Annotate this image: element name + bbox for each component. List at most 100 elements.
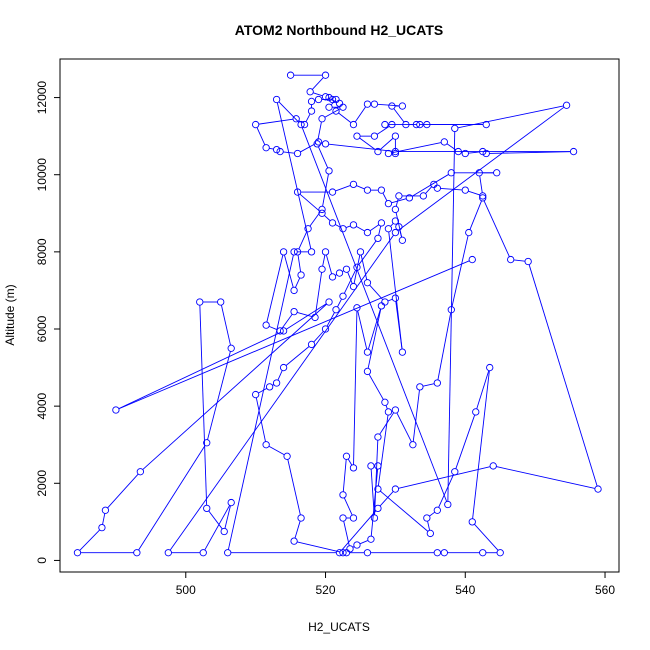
y-tick-label: 10000 <box>35 158 49 192</box>
data-point <box>332 95 340 104</box>
x-tick-label: 500 <box>176 583 196 597</box>
series-segment <box>370 469 379 537</box>
series-segment <box>107 473 139 509</box>
data-point <box>290 307 298 316</box>
data-point <box>353 263 361 271</box>
data-point <box>262 144 270 152</box>
data-point <box>391 205 400 214</box>
series-segment <box>322 254 326 267</box>
series-segment <box>474 523 499 551</box>
series-segment <box>335 224 341 228</box>
data-point <box>279 363 288 372</box>
data-point <box>384 225 393 233</box>
series-segment <box>204 505 231 551</box>
series-segment <box>207 351 231 440</box>
data-point <box>482 149 490 158</box>
data-point <box>328 273 337 281</box>
series-segment <box>437 312 452 380</box>
data-point <box>524 257 532 266</box>
series-segment <box>118 260 470 410</box>
data-point <box>321 325 330 333</box>
data-point <box>419 192 427 200</box>
series-segment <box>118 331 281 410</box>
data-point <box>339 225 347 233</box>
x-axis: 500 520 540 560 <box>176 572 615 597</box>
data-point <box>363 228 372 237</box>
series-segment <box>395 212 403 238</box>
data-point <box>332 107 340 115</box>
series-segment <box>138 445 206 551</box>
data-point <box>300 120 309 129</box>
data-point <box>112 406 120 414</box>
data-point <box>367 535 375 543</box>
series-segment <box>328 143 393 152</box>
series-segment <box>343 497 353 516</box>
series-segment <box>347 458 353 466</box>
series-segment <box>378 225 382 236</box>
data-point <box>318 209 326 217</box>
plot-frame <box>59 58 620 573</box>
data-point <box>297 514 305 522</box>
data-point <box>479 194 487 202</box>
data-point <box>416 383 424 391</box>
data-point <box>325 167 333 175</box>
series-segment <box>342 459 347 492</box>
data-point <box>328 95 337 104</box>
data-point <box>346 545 354 553</box>
series-segment <box>354 106 367 123</box>
data-point <box>363 279 372 287</box>
data-point <box>482 120 490 129</box>
series-segment <box>325 254 333 274</box>
x-axis-label: H2_UCATS <box>308 620 370 634</box>
data-point <box>363 367 372 376</box>
series-segment <box>367 308 381 350</box>
data-point <box>391 217 400 225</box>
data-point <box>272 95 281 104</box>
data-point <box>374 147 382 156</box>
data-point <box>381 398 389 406</box>
series-segment <box>345 225 351 229</box>
series-segment <box>335 185 351 192</box>
series-segment <box>427 521 431 531</box>
series-segment <box>227 254 294 550</box>
data-point <box>290 286 298 295</box>
data-point <box>73 549 82 557</box>
series-segment <box>255 397 266 442</box>
series-segment <box>294 277 301 288</box>
series-segment <box>258 118 294 125</box>
data-point <box>440 138 448 146</box>
series-segment <box>224 505 231 529</box>
series-segment <box>324 215 331 222</box>
series-segment <box>447 131 456 502</box>
data-point <box>426 529 434 538</box>
y-axis-label: Altitude (m) <box>3 284 17 345</box>
data-point <box>384 199 393 208</box>
data-point <box>290 248 298 256</box>
series-segment <box>276 102 312 249</box>
series-segment <box>422 383 435 387</box>
data-point <box>363 549 372 557</box>
data-point <box>398 102 407 110</box>
data-point <box>297 120 305 129</box>
data-point <box>377 302 386 310</box>
data-point <box>101 506 110 514</box>
data-point <box>395 192 403 200</box>
data-point <box>335 549 344 557</box>
data-point <box>363 100 372 108</box>
series-segment <box>359 137 376 151</box>
series-layer <box>73 71 602 557</box>
series-segment <box>324 108 341 118</box>
data-point <box>370 100 379 108</box>
data-point <box>321 248 330 256</box>
data-point <box>370 132 379 140</box>
data-point <box>98 523 106 532</box>
data-point <box>199 549 207 557</box>
data-point <box>339 491 347 499</box>
series-segment <box>425 186 433 194</box>
data-point <box>318 115 326 123</box>
series-segment <box>396 412 412 443</box>
data-point <box>454 147 462 156</box>
data-point <box>377 186 386 194</box>
data-point <box>391 228 400 237</box>
data-point <box>286 71 295 79</box>
